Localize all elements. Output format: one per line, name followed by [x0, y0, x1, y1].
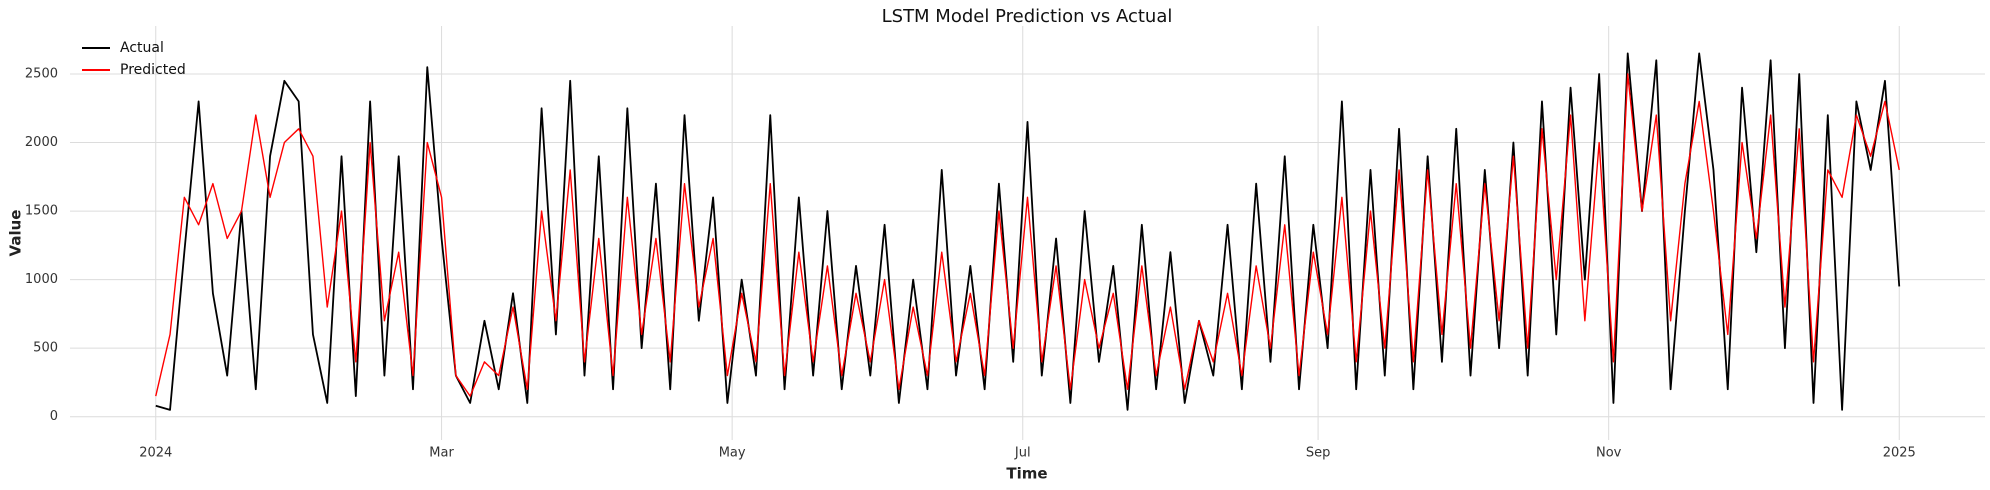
y-tick-label: 0 [50, 409, 58, 424]
series-line [155, 73, 1900, 397]
chart-title: LSTM Model Prediction vs Actual [882, 6, 1173, 27]
x-tick-label: Mar [429, 446, 454, 461]
series-line [155, 52, 1901, 411]
x-tick-label: Nov [1596, 446, 1622, 461]
y-axis-label: Value [7, 210, 25, 257]
legend-label: Actual [120, 40, 164, 56]
x-tick-label: Sep [1306, 446, 1331, 461]
x-tick-label: 2025 [1883, 446, 1916, 461]
legend-label: Predicted [120, 62, 186, 78]
x-tick-label: Jul [1014, 446, 1031, 461]
y-tick-label: 500 [33, 341, 58, 356]
x-axis-label: Time [1006, 465, 1047, 483]
x-tick-label: 2024 [139, 446, 172, 461]
x-tick-label: May [719, 446, 746, 461]
y-tick-label: 1500 [25, 204, 58, 219]
y-tick-label: 1000 [25, 272, 58, 287]
y-tick-label: 2500 [25, 66, 58, 81]
y-tick-label: 2000 [25, 135, 58, 150]
